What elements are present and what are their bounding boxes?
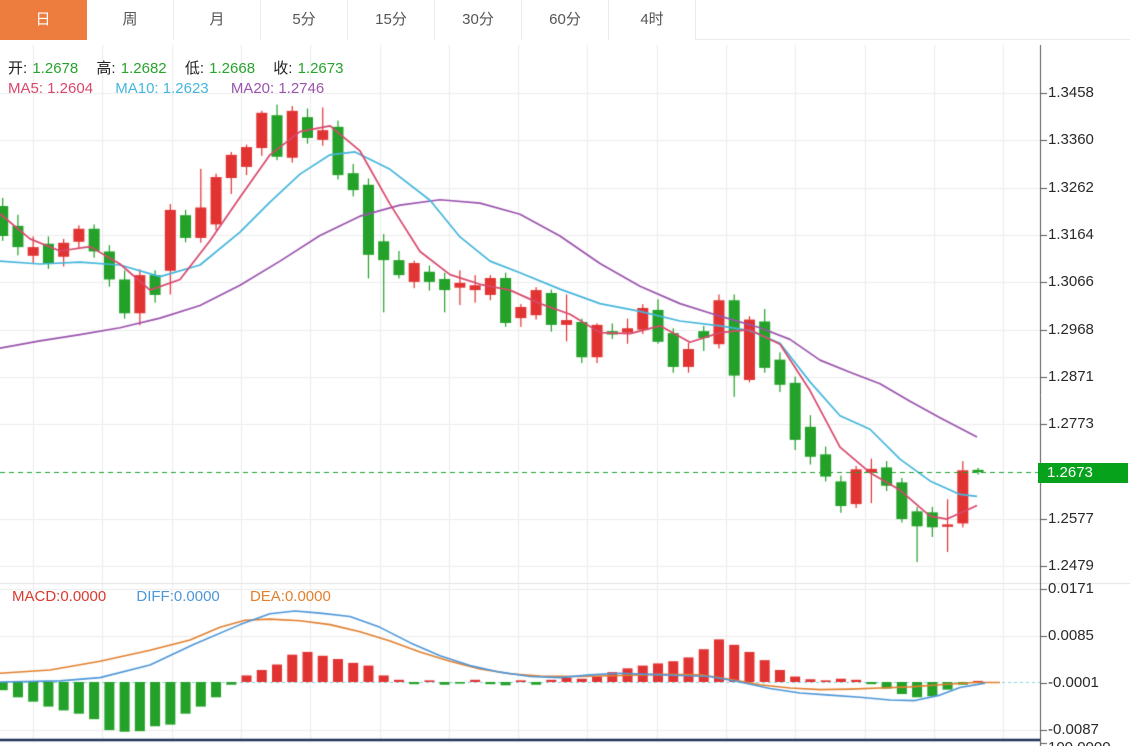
ma5-value: MA5: 1.2604 <box>8 80 94 97</box>
tab-5min[interactable]: 5分 <box>261 0 348 40</box>
bottom-partial-axis-label: 100.0000 <box>1048 740 1128 746</box>
open-value: 1.2678 <box>32 60 79 77</box>
close-value: 1.2673 <box>297 60 344 77</box>
low-value: 1.2668 <box>209 60 256 77</box>
high-label: 高: <box>96 60 116 77</box>
y-axis-tick-label: 1.3262 <box>1048 178 1094 196</box>
tab-month[interactable]: 月 <box>174 0 261 40</box>
y-axis-tick-label: 1.2577 <box>1048 509 1094 527</box>
low-label: 低: <box>184 60 204 77</box>
y-axis-tick-label: 1.3458 <box>1048 84 1094 101</box>
tab-15min[interactable]: 15分 <box>348 0 435 40</box>
tab-60min[interactable]: 60分 <box>522 0 609 40</box>
y-axis-tick-label: 1.3164 <box>1048 226 1094 244</box>
y-axis-tick-label: 0.0171 <box>1048 579 1094 597</box>
macd-info-row: MACD:0.0000 DIFF:0.0000 DEA:0.0000 <box>12 588 345 605</box>
y-axis-tick-label: 1.2968 <box>1048 320 1094 338</box>
y-axis-tick-label: 1.3360 <box>1048 131 1094 149</box>
current-price-tag: 1.2673 <box>1038 463 1128 483</box>
y-axis-tick-label: 1.3066 <box>1048 273 1094 291</box>
y-axis-tick-label: -0.0087 <box>1048 720 1099 738</box>
close-label: 收: <box>273 60 293 77</box>
ma10-value: MA10: 1.2623 <box>115 80 209 97</box>
y-axis-tick-label: 1.2479 <box>1048 556 1094 574</box>
dea-value: DEA:0.0000 <box>249 588 331 605</box>
ma-info-row: MA5: 1.2604 MA10: 1.2623 MA20: 1.2746 <box>8 80 338 97</box>
tab-4hour[interactable]: 4时 <box>609 0 696 40</box>
diff-value: DIFF:0.0000 <box>136 588 220 605</box>
ohlc-info-row: 开: 1.2678 高: 1.2682 低: 1.2668 收: 1.2673 <box>8 57 357 78</box>
macd-value: MACD:0.0000 <box>12 588 107 605</box>
ma20-value: MA20: 1.2746 <box>230 80 325 97</box>
y-axis-tick-label: -0.0001 <box>1048 673 1099 691</box>
y-axis-tick-label: 1.2871 <box>1048 367 1094 385</box>
y-axis-tick-label: 1.2773 <box>1048 414 1094 432</box>
tab-week[interactable]: 周 <box>87 0 174 40</box>
y-axis-tick-label: 0.0085 <box>1048 626 1094 644</box>
timeframe-tabbar: 日 周 月 5分 15分 30分 60分 4时 <box>0 0 1130 40</box>
high-value: 1.2682 <box>120 60 167 77</box>
tab-30min[interactable]: 30分 <box>435 0 522 40</box>
tab-day[interactable]: 日 <box>0 0 87 40</box>
open-label: 开: <box>8 60 28 77</box>
